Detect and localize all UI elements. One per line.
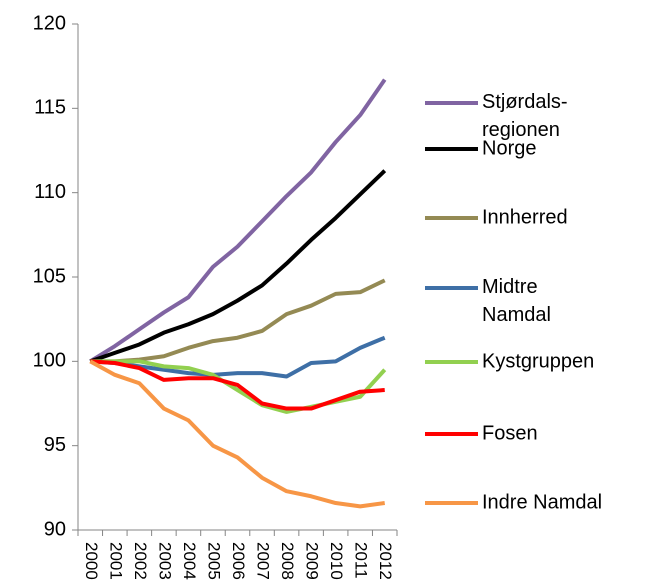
y-tick-label: 90 [44, 518, 66, 540]
x-tick-label: 2006 [229, 542, 248, 580]
x-tick-label: 2002 [131, 542, 150, 580]
x-tick-label: 2009 [303, 542, 322, 580]
legend-label: Kystgruppen [482, 350, 594, 372]
legend-label: Stjørdals-regionen [482, 91, 568, 141]
legend-label: Indre Namdal [482, 491, 602, 513]
legend-label: Midtre Namdal [482, 276, 551, 326]
x-tick-label: 2010 [327, 542, 346, 580]
legend-label: Innherred [482, 206, 568, 228]
series-line [90, 359, 385, 411]
y-tick-label: 110 [34, 181, 66, 203]
legend-label: Fosen [482, 422, 538, 444]
y-tick-label: 100 [33, 350, 66, 372]
legend-label: Norge [482, 137, 536, 159]
x-tick-label: 2003 [155, 542, 174, 580]
x-tick-label: 2004 [180, 542, 199, 580]
y-tick-label: 115 [34, 97, 66, 119]
x-tick-label: 2012 [376, 542, 395, 580]
series-line [90, 335, 386, 379]
x-tick-label: 2001 [106, 542, 125, 580]
series-line [89, 359, 386, 509]
y-tick-label: 120 [33, 12, 66, 34]
x-tick-label: 2007 [254, 542, 273, 580]
y-tick-label: 95 [44, 434, 66, 456]
y-tick-label: 105 [33, 265, 66, 287]
x-tick-label: 2005 [204, 542, 223, 580]
x-tick-label: 2000 [82, 542, 101, 580]
series-line [89, 78, 387, 364]
series-line [89, 169, 387, 364]
x-tick-label: 2011 [352, 542, 371, 579]
x-tick-label: 2008 [278, 542, 297, 580]
series-line [90, 278, 386, 364]
